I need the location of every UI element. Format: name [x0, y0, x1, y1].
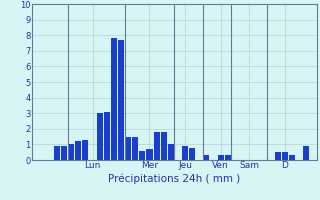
Bar — [218, 155, 224, 160]
X-axis label: Précipitations 24h ( mm ): Précipitations 24h ( mm ) — [108, 173, 241, 184]
Bar — [289, 155, 295, 160]
Bar — [204, 155, 210, 160]
Bar — [118, 40, 124, 160]
Bar — [303, 146, 309, 160]
Bar — [182, 146, 188, 160]
Bar — [97, 113, 103, 160]
Bar — [225, 155, 231, 160]
Bar — [68, 144, 74, 160]
Bar — [168, 144, 174, 160]
Bar — [147, 149, 153, 160]
Bar — [282, 152, 288, 160]
Bar — [275, 152, 281, 160]
Bar — [75, 141, 81, 160]
Bar — [104, 112, 110, 160]
Bar — [54, 146, 60, 160]
Bar — [189, 148, 195, 160]
Bar — [125, 137, 131, 160]
Bar — [61, 146, 67, 160]
Bar — [161, 132, 167, 160]
Bar — [154, 132, 160, 160]
Bar — [82, 140, 88, 160]
Bar — [139, 151, 145, 160]
Bar — [111, 38, 117, 160]
Bar — [132, 137, 138, 160]
